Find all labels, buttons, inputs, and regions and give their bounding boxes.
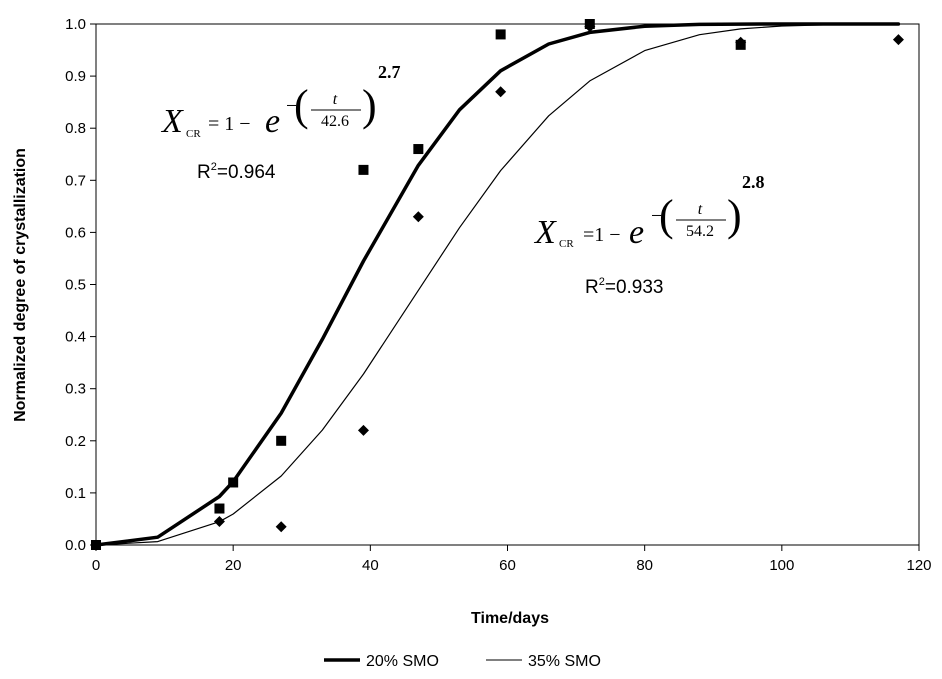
eq1-paren-right: ) — [362, 81, 377, 130]
equation-35-smo: X CR =1 − e − ( t 54.2 ) 2.8 R2=0.933 — [533, 172, 765, 298]
r2-35-sup: 2 — [599, 276, 605, 288]
marker-35-smo — [495, 86, 507, 98]
fit-curve-20-smo — [94, 22, 901, 547]
eq1-equals: = 1 − — [208, 113, 251, 135]
data-markers — [90, 19, 904, 551]
marker-20-smo — [276, 435, 287, 446]
fit-curve-35-smo — [95, 23, 900, 546]
r2-20-prefix: R — [197, 162, 211, 183]
eq2-paren-left: ( — [659, 191, 674, 240]
marker-20-smo — [228, 477, 239, 488]
marker-35-smo — [584, 21, 596, 33]
marker-20-smo — [214, 503, 225, 514]
y-tick-label: 0.7 — [65, 172, 86, 189]
marker-35-smo — [357, 424, 369, 436]
y-tick-label: 0.6 — [65, 224, 86, 241]
x-tick-label: 80 — [636, 557, 653, 574]
y-tick-label: 0.3 — [65, 381, 86, 398]
y-tick-label: 1.0 — [65, 16, 86, 33]
eq1-exp: 2.7 — [378, 62, 401, 82]
y-tick-label: 0.9 — [65, 68, 86, 85]
marker-35-smo — [213, 516, 225, 528]
eq2-paren-right: ) — [727, 191, 742, 240]
r2-35-prefix: R — [585, 277, 599, 298]
y-axis-title: Normalized degree of crystallization — [12, 148, 29, 422]
x-tick-label: 20 — [225, 557, 242, 574]
eq2-den: 54.2 — [686, 223, 714, 240]
marker-20-smo — [358, 164, 369, 175]
marker-35-smo — [275, 521, 287, 533]
y-tick-label: 0.8 — [65, 120, 86, 137]
eq1-paren-left: ( — [294, 81, 309, 130]
eq1-num: t — [333, 91, 338, 108]
marker-20-smo — [495, 29, 506, 40]
eq2-num: t — [698, 201, 703, 218]
marker-35-smo — [892, 34, 904, 46]
equation-20-smo: X CR = 1 − e − ( t 42.6 ) 2.7 R2=0.964 — [160, 62, 401, 183]
r2-20-value: =0.964 — [217, 162, 276, 183]
y-tick-label: 0.1 — [65, 485, 86, 502]
eq1-e: e — [265, 103, 280, 140]
eq2-x: X — [533, 214, 557, 251]
x-tick-label: 0 — [92, 557, 100, 574]
r2-20-sup: 2 — [211, 161, 217, 173]
plot-area — [95, 23, 920, 546]
legend-label-20-smo: 20% SMO — [366, 653, 439, 670]
marker-35-smo — [735, 36, 747, 48]
eq1-x: X — [160, 103, 184, 140]
marker-20-smo — [413, 144, 424, 155]
eq2-minus: − — [651, 205, 662, 227]
y-tick-label: 0.4 — [65, 329, 86, 346]
legend-label-35-smo: 35% SMO — [528, 653, 601, 670]
marker-35-smo — [90, 539, 102, 551]
eq2-e: e — [629, 214, 644, 251]
eq1-den: 42.6 — [321, 113, 349, 130]
fit-curves — [94, 22, 901, 547]
r2-20-smo: R2=0.964 — [197, 161, 276, 183]
eq2-sub: CR — [559, 238, 574, 250]
eq2-equals: =1 − — [583, 224, 621, 246]
y-tick-label: 0.5 — [65, 277, 86, 294]
r2-35-smo: R2=0.933 — [585, 276, 664, 298]
r2-35-value: =0.933 — [605, 277, 664, 298]
eq2-exp: 2.8 — [742, 172, 765, 192]
y-tick-label: 0.0 — [65, 537, 86, 554]
marker-35-smo — [412, 211, 424, 223]
x-tick-label: 120 — [906, 557, 931, 574]
eq1-sub: CR — [186, 128, 201, 140]
legend: 20% SMO 35% SMO — [324, 653, 601, 670]
eq1-minus: − — [286, 95, 297, 117]
y-tick-label: 0.2 — [65, 433, 86, 450]
x-axis-title: Time/days — [471, 610, 549, 627]
x-tick-label: 60 — [499, 557, 516, 574]
ticks-layer: 0.0 0.1 0.2 0.3 0.4 0.5 0.6 0.7 0.8 0.9 1.0 0 20 40 60… — [65, 16, 931, 574]
x-tick-label: 100 — [769, 557, 794, 574]
x-tick-label: 40 — [362, 557, 379, 574]
